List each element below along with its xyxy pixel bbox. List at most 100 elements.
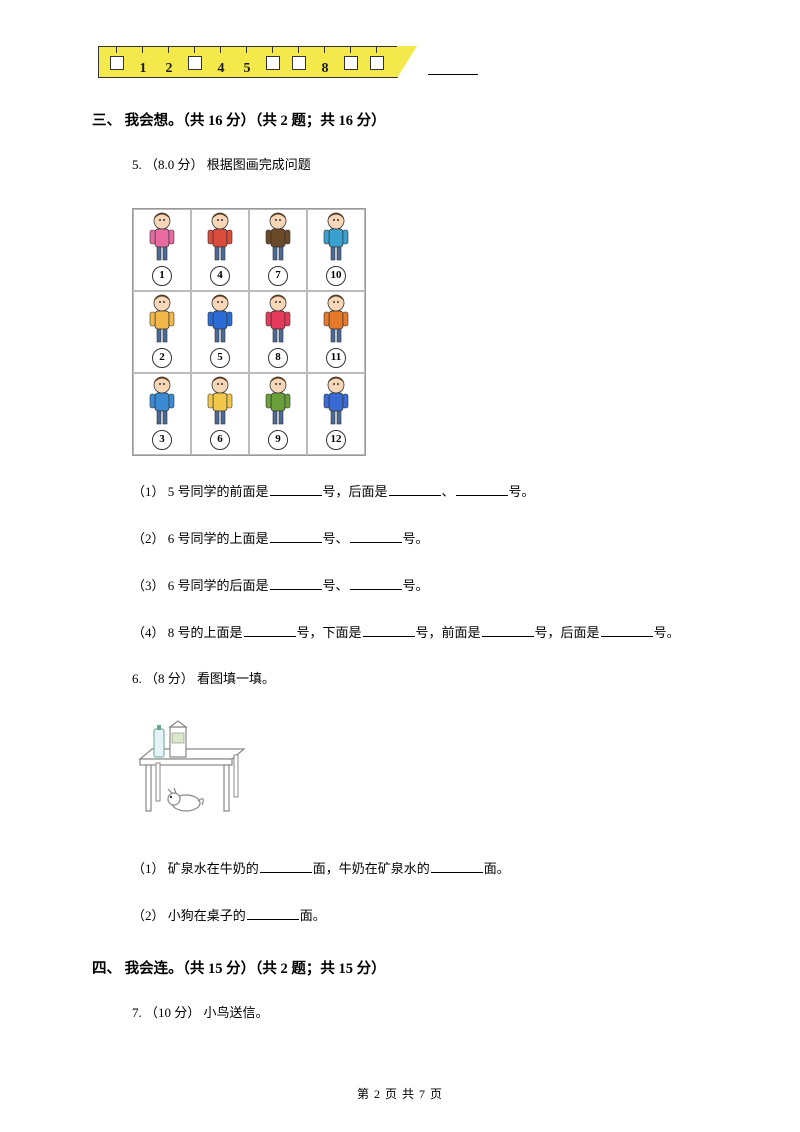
ruler-tick	[168, 47, 169, 53]
kids-grid: 1 4 7 10 2 5 8 11 3 6 9 12	[132, 208, 366, 456]
fill-blank[interactable]	[270, 576, 322, 590]
kid-number: 4	[210, 266, 230, 286]
q5-sub1: （1） 5 号同学的前面是 号，后面是 、 号。	[132, 476, 708, 507]
q6-sub1: （1） 矿泉水在牛奶的 面，牛奶在矿泉水的 面。	[132, 853, 708, 884]
fill-blank[interactable]	[350, 576, 402, 590]
kids-cell: 4	[191, 209, 249, 291]
kids-row: 1 4 7 10	[133, 209, 365, 291]
q5-sub4: （4） 8 号的上面是 号，下面是 号，前面是 号，后面是 号。	[132, 617, 708, 648]
ruler-tick	[350, 47, 351, 53]
text: 、	[442, 484, 455, 499]
kid-number: 9	[268, 430, 288, 450]
fill-blank[interactable]	[270, 529, 322, 543]
ruler-tick	[116, 47, 117, 53]
kids-row: 3 6 9 12	[133, 373, 365, 455]
ruler-number: 2	[162, 58, 176, 80]
ruler-tip	[397, 46, 417, 78]
page-footer: 第 2 页 共 7 页	[0, 1085, 800, 1104]
kids-cell: 11	[307, 291, 365, 373]
kids-cell: 5	[191, 291, 249, 373]
fill-blank[interactable]	[247, 906, 299, 920]
kids-cell: 6	[191, 373, 249, 455]
ruler-blank-box[interactable]	[110, 56, 124, 70]
text: （2） 6 号同学的上面是	[132, 531, 269, 546]
text: （3） 6 号同学的后面是	[132, 578, 269, 593]
section-3-title: 三、 我会想。（共 16 分）（共 2 题；共 16 分）	[92, 110, 708, 133]
ruler-blank-box[interactable]	[344, 56, 358, 70]
kid-number: 1	[152, 266, 172, 286]
ruler-blank-box[interactable]	[188, 56, 202, 70]
fill-blank[interactable]	[601, 623, 653, 637]
kid-number: 11	[326, 348, 346, 368]
ruler-tick	[194, 47, 195, 53]
fill-blank[interactable]	[244, 623, 296, 637]
kid-number: 6	[210, 430, 230, 450]
q7-header: 7. （10 分） 小鸟送信。	[132, 999, 708, 1028]
ruler-tick	[376, 47, 377, 53]
kid-number: 7	[268, 266, 288, 286]
ruler-tick	[220, 47, 221, 53]
kid-number: 12	[326, 430, 346, 450]
q5-sub2: （2） 6 号同学的上面是 号、 号。	[132, 523, 708, 554]
kids-cell: 2	[133, 291, 191, 373]
fill-blank[interactable]	[270, 482, 322, 496]
section-4-title: 四、 我会连。（共 15 分）（共 2 题；共 15 分）	[92, 958, 708, 981]
ruler-number: 1	[136, 58, 150, 80]
text: 面。	[484, 861, 510, 876]
text: （2） 小狗在桌子的	[132, 908, 246, 923]
fill-blank[interactable]	[389, 482, 441, 496]
text: 号、	[323, 531, 349, 546]
kids-cell: 9	[249, 373, 307, 455]
ruler-blank-box[interactable]	[292, 56, 306, 70]
text: （4） 8 号的上面是	[132, 625, 243, 640]
text: 面。	[300, 908, 326, 923]
text: 号，后面是	[535, 625, 600, 640]
q6-sub2: （2） 小狗在桌子的 面。	[132, 900, 708, 931]
kids-row: 2 5 8 11	[133, 291, 365, 373]
text: 号。	[654, 625, 680, 640]
fill-blank[interactable]	[363, 623, 415, 637]
text: 号。	[403, 531, 429, 546]
ruler-number: 8	[318, 58, 332, 80]
ruler-tick	[142, 47, 143, 53]
ruler-number: 5	[240, 58, 254, 80]
fill-blank[interactable]	[260, 859, 312, 873]
ruler-image: 12 45 8	[98, 40, 418, 84]
q5-header: 5. （8.0 分） 根据图画完成问题	[132, 151, 708, 180]
ruler-blank-box[interactable]	[370, 56, 384, 70]
kids-cell: 7	[249, 209, 307, 291]
kids-cell: 1	[133, 209, 191, 291]
text: 号，前面是	[416, 625, 481, 640]
text: 号、	[323, 578, 349, 593]
table-scene-image	[132, 715, 252, 835]
text: 号，下面是	[297, 625, 362, 640]
ruler-tick	[246, 47, 247, 53]
kids-cell: 10	[307, 209, 365, 291]
ruler-number: 4	[214, 58, 228, 80]
text: （1） 5 号同学的前面是	[132, 484, 269, 499]
kids-cell: 8	[249, 291, 307, 373]
fill-blank[interactable]	[431, 859, 483, 873]
kid-number: 5	[210, 348, 230, 368]
ruler-tick	[272, 47, 273, 53]
ruler-answer-blank[interactable]	[428, 74, 478, 75]
ruler-blank-box[interactable]	[266, 56, 280, 70]
kids-cell: 3	[133, 373, 191, 455]
kid-number: 10	[326, 266, 346, 286]
text: （1） 矿泉水在牛奶的	[132, 861, 259, 876]
kids-cell: 12	[307, 373, 365, 455]
kid-number: 3	[152, 430, 172, 450]
fill-blank[interactable]	[456, 482, 508, 496]
text: 面，牛奶在矿泉水的	[313, 861, 430, 876]
ruler-tick	[324, 47, 325, 53]
fill-blank[interactable]	[350, 529, 402, 543]
kid-number: 2	[152, 348, 172, 368]
q5-sub3: （3） 6 号同学的后面是 号、 号。	[132, 570, 708, 601]
fill-blank[interactable]	[482, 623, 534, 637]
text: 号。	[509, 484, 535, 499]
text: 号，后面是	[323, 484, 388, 499]
q6-header: 6. （8 分） 看图填一填。	[132, 665, 708, 694]
ruler-tick	[298, 47, 299, 53]
kid-number: 8	[268, 348, 288, 368]
text: 号。	[403, 578, 429, 593]
